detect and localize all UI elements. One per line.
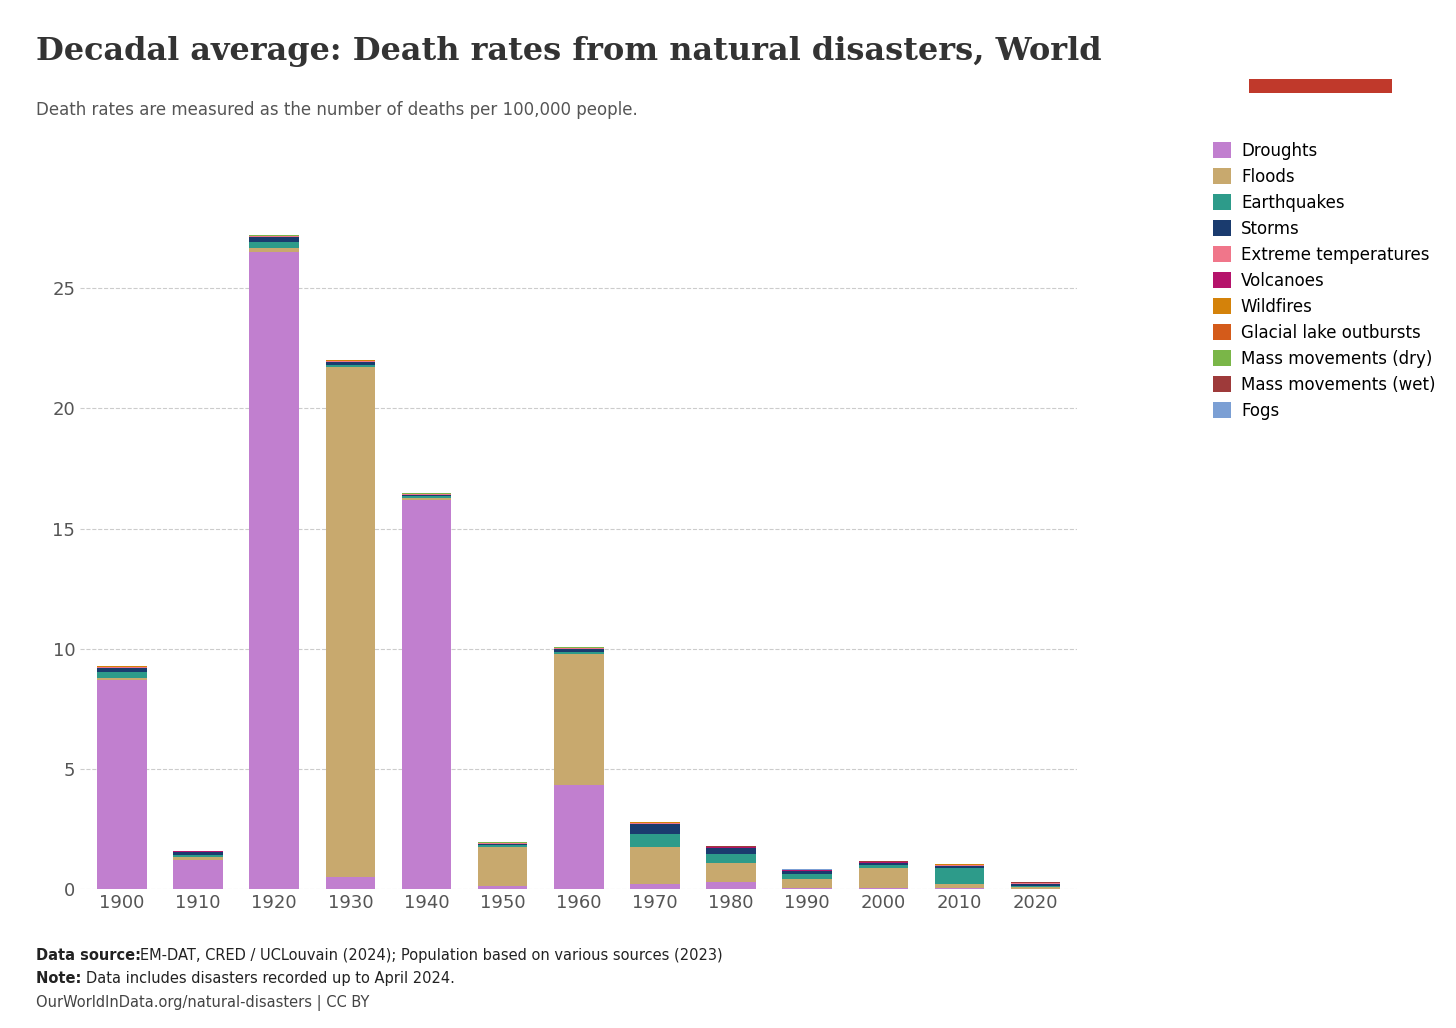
Bar <box>859 868 909 888</box>
Bar <box>782 888 831 889</box>
Bar <box>98 680 147 889</box>
Bar <box>249 252 298 889</box>
Bar <box>630 847 680 884</box>
Bar <box>630 884 680 889</box>
Bar <box>249 237 298 242</box>
Bar <box>326 367 376 877</box>
Bar <box>98 678 147 680</box>
Bar <box>555 784 603 889</box>
Bar <box>1010 884 1060 885</box>
Bar <box>555 649 603 652</box>
Bar <box>1249 79 1392 93</box>
Bar <box>859 866 909 868</box>
Text: Death rates are measured as the number of deaths per 100,000 people.: Death rates are measured as the number o… <box>36 101 638 119</box>
Bar <box>1010 887 1060 889</box>
Bar <box>706 853 756 862</box>
Bar <box>555 652 603 654</box>
Bar <box>326 877 376 889</box>
Text: EM-DAT, CRED / UCLouvain (2024); Population based on various sources (2023): EM-DAT, CRED / UCLouvain (2024); Populat… <box>140 948 722 963</box>
Bar <box>782 872 831 874</box>
Bar <box>706 882 756 889</box>
Legend: Droughts, Floods, Earthquakes, Storms, Extreme temperatures, Volcanoes, Wildfire: Droughts, Floods, Earthquakes, Storms, E… <box>1207 137 1440 425</box>
Bar <box>935 866 984 868</box>
Bar <box>478 844 527 845</box>
Bar <box>782 874 831 879</box>
Bar <box>173 857 223 860</box>
Bar <box>555 654 603 784</box>
Bar <box>630 823 680 834</box>
Bar <box>935 868 984 884</box>
Bar <box>782 879 831 888</box>
Text: in Data: in Data <box>1296 58 1345 71</box>
Bar <box>478 845 527 847</box>
Text: Note:: Note: <box>36 971 87 987</box>
Bar <box>98 672 147 678</box>
Text: OurWorldInData.org/natural-disasters | CC BY: OurWorldInData.org/natural-disasters | C… <box>36 995 370 1012</box>
Bar <box>98 668 147 672</box>
Bar <box>630 834 680 847</box>
Bar <box>935 884 984 888</box>
Bar <box>706 848 756 853</box>
Bar <box>173 852 223 854</box>
Bar <box>478 886 527 889</box>
Text: Data source:: Data source: <box>36 948 147 963</box>
Bar <box>402 494 451 497</box>
Bar <box>173 854 223 857</box>
Bar <box>173 860 223 889</box>
Bar <box>859 864 909 866</box>
Text: Decadal average: Death rates from natural disasters, World: Decadal average: Death rates from natura… <box>36 36 1102 67</box>
Bar <box>326 365 376 367</box>
Bar <box>402 498 451 500</box>
Bar <box>402 500 451 889</box>
Text: Data includes disasters recorded up to April 2024.: Data includes disasters recorded up to A… <box>86 971 454 987</box>
Bar <box>326 362 376 365</box>
Bar <box>478 847 527 886</box>
Bar <box>402 497 451 498</box>
Bar <box>706 862 756 882</box>
Bar <box>249 248 298 252</box>
Bar <box>1010 885 1060 887</box>
Bar <box>249 242 298 248</box>
Text: Our World: Our World <box>1286 36 1356 48</box>
